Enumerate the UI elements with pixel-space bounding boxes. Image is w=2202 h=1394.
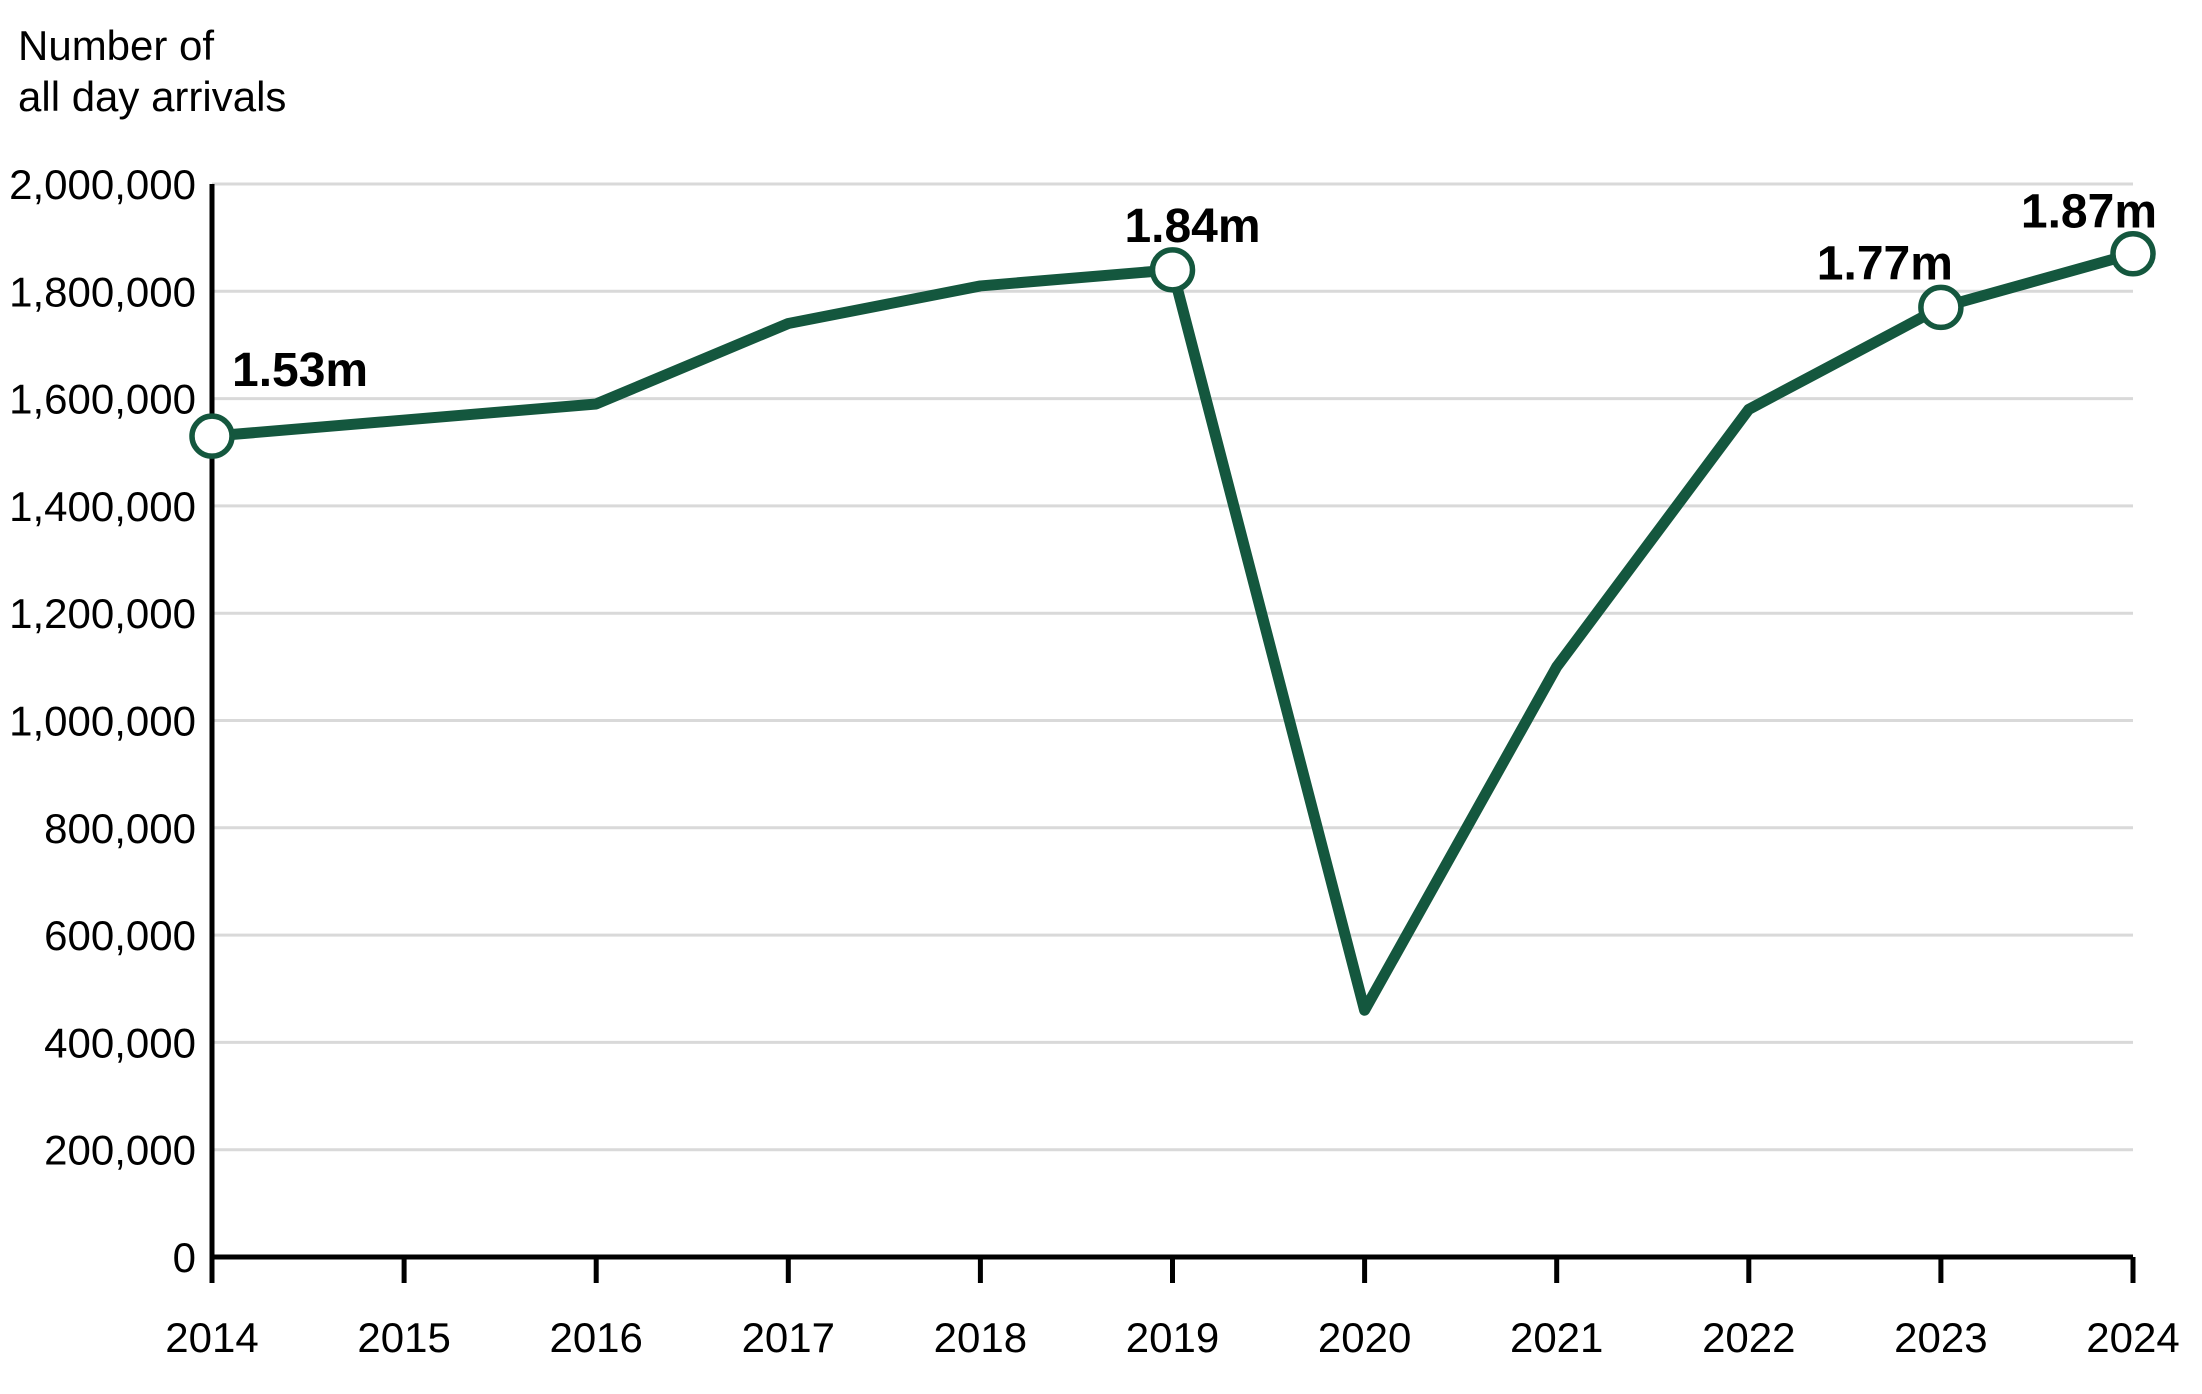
y-tick-label: 1,400,000 <box>9 483 196 530</box>
data-point-label: 1.53m <box>232 344 368 397</box>
y-tick-label: 400,000 <box>44 1019 196 1066</box>
y-tick-label: 1,600,000 <box>9 376 196 423</box>
y-tick-label: 1,800,000 <box>9 268 196 315</box>
x-tick-label: 2020 <box>1318 1314 1411 1361</box>
y-tick-label: 800,000 <box>44 805 196 852</box>
x-tick-label: 2024 <box>2086 1314 2179 1361</box>
x-tick-label: 2016 <box>549 1314 642 1361</box>
y-tick-label: 2,000,000 <box>9 161 196 208</box>
data-point-label: 1.77m <box>1817 237 1953 290</box>
x-tick-label: 2014 <box>165 1314 258 1361</box>
y-axis-title-line1: Number of <box>18 22 215 69</box>
x-tick-label: 2019 <box>1126 1314 1219 1361</box>
x-tick-label: 2015 <box>357 1314 450 1361</box>
data-point-label: 1.87m <box>2021 186 2157 239</box>
y-tick-label: 200,000 <box>44 1127 196 1174</box>
y-tick-label: 0 <box>173 1234 196 1281</box>
x-tick-label: 2018 <box>934 1314 1027 1361</box>
y-axis-title: Number of all day arrivals <box>18 20 286 122</box>
x-tick-label: 2023 <box>1894 1314 1987 1361</box>
data-point-marker <box>1918 284 1964 331</box>
y-tick-label: 1,200,000 <box>9 590 196 637</box>
y-axis-title-line2: all day arrivals <box>18 73 287 120</box>
data-point-marker <box>2110 230 2156 277</box>
x-tick-label: 2017 <box>742 1314 835 1361</box>
y-tick-label: 600,000 <box>44 912 196 959</box>
x-tick-label: 2022 <box>1702 1314 1795 1361</box>
y-tick-label: 1,000,000 <box>9 698 196 745</box>
data-point-marker <box>189 413 235 459</box>
series-line <box>206 248 2139 1016</box>
data-point-label: 1.84m <box>1124 200 1260 253</box>
x-tick-label: 2021 <box>1510 1314 1603 1361</box>
data-point-marker <box>1149 247 1196 293</box>
